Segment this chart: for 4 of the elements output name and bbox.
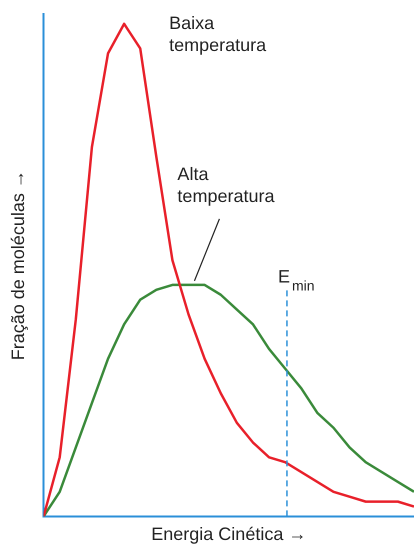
- x-axis-title: Energia Cinética →: [151, 524, 306, 544]
- series-label: Baixa temperatura: [169, 12, 268, 55]
- text: Alta temperatura: [177, 164, 276, 206]
- y-axis-title: Fração de moléculas →: [8, 170, 28, 360]
